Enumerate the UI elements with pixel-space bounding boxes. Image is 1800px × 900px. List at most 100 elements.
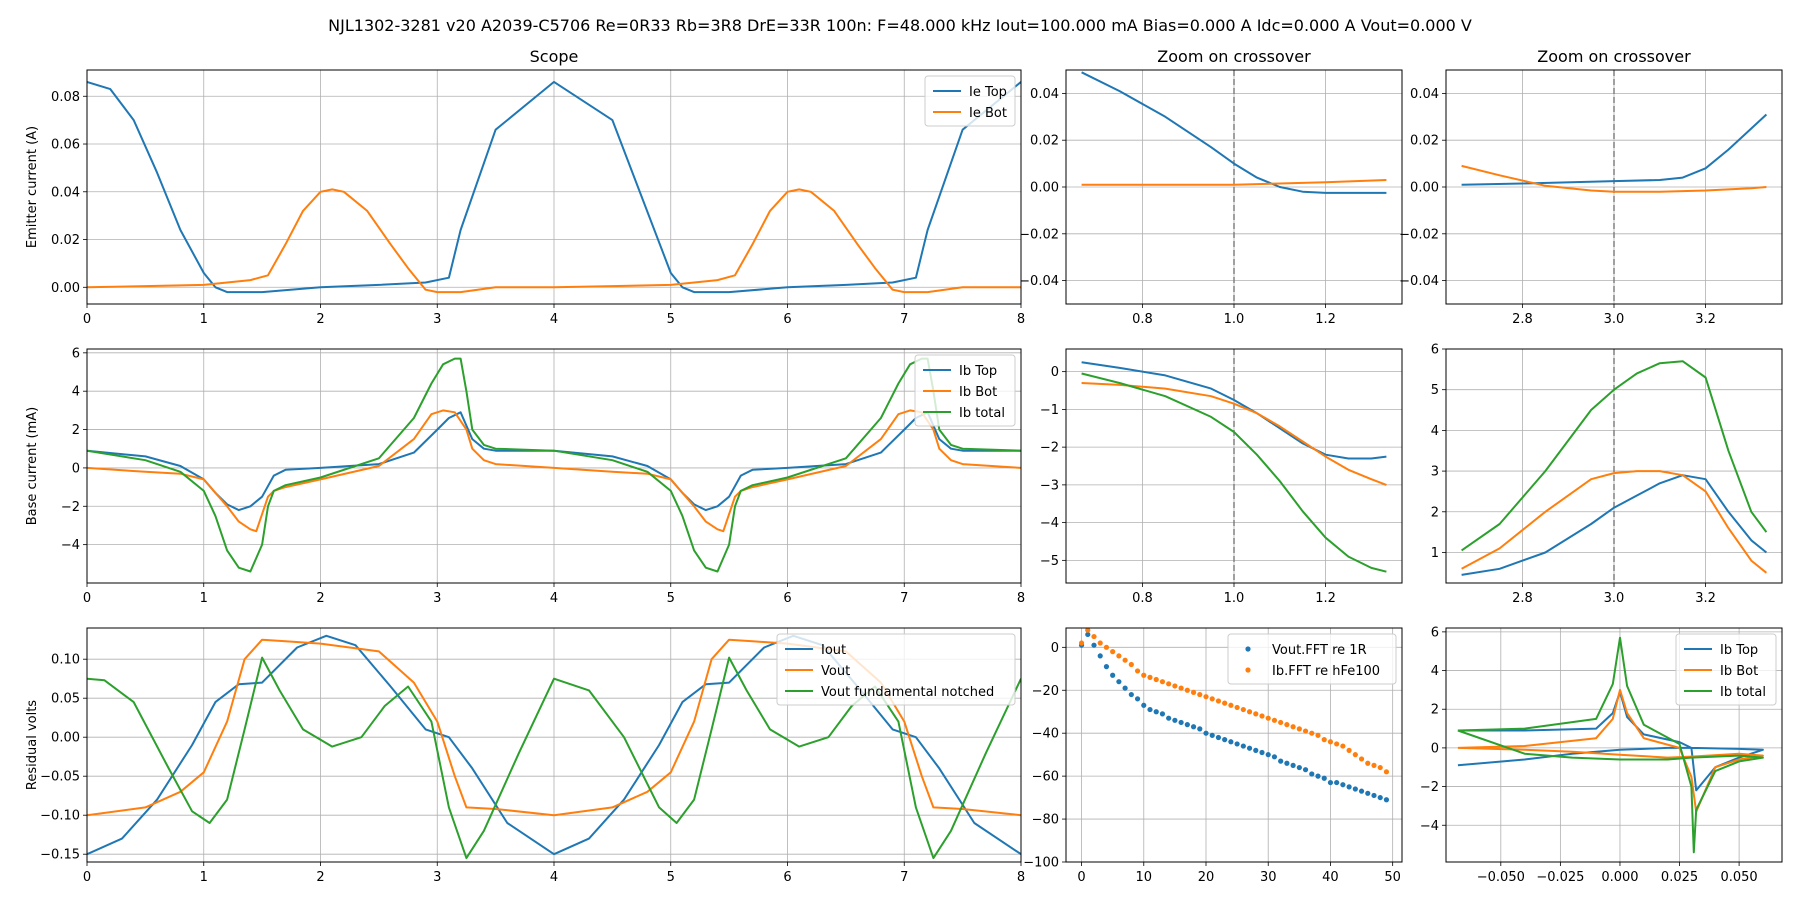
data-point	[1159, 711, 1166, 717]
x-tick-label: 3	[433, 591, 441, 606]
data-point	[1085, 631, 1091, 638]
data-point	[1346, 747, 1352, 753]
data-point	[1321, 775, 1327, 781]
axes-frame	[1445, 348, 1783, 584]
y-tick-label: 0	[1051, 641, 1059, 656]
data-point	[1334, 779, 1340, 786]
series-line-ib-total	[1457, 636, 1764, 854]
legend-label: Vout	[821, 664, 850, 679]
subplot-zoom_ib_1: 0.8 1.0 1.2 −5 −4 −3 −2 −1 0	[1040, 348, 1403, 606]
series-line-ib-total	[1081, 372, 1387, 573]
data-point	[1128, 691, 1134, 698]
plot-area	[1461, 113, 1768, 193]
series-vout-fft-re-1r	[1078, 631, 1390, 803]
legend: Vout.FFT re 1R Ib.FFT re hFe100	[1227, 633, 1397, 685]
y-tick-label: 0.00	[51, 731, 80, 746]
data-point	[1383, 797, 1390, 803]
y-tick-label: 6	[1431, 625, 1439, 640]
x-tick-label: 3.2	[1695, 591, 1716, 606]
y-tick-label: −0.15	[40, 848, 80, 863]
data-point	[1197, 691, 1203, 698]
data-point	[1278, 758, 1284, 764]
x-tick-label: 3.0	[1604, 312, 1625, 327]
y-axis-label: Residual volts	[25, 700, 40, 790]
y-tick-label: −20	[1032, 684, 1059, 699]
plot-area	[1457, 636, 1764, 854]
x-tick-label: 4	[550, 591, 558, 606]
x-tick-label: 2	[316, 591, 324, 606]
x-tick-label: 0.025	[1661, 870, 1698, 885]
data-point	[1128, 661, 1134, 668]
data-point	[1365, 760, 1371, 766]
x-tick-label: −0.025	[1536, 870, 1584, 885]
subplot-fft: 0 10 20 30 40 50 −100 −80 −60 −40 −20 0 Vout.FFT re …	[1023, 627, 1403, 885]
legend-label: Ie Top	[969, 85, 1007, 100]
x-tick-label: 4	[550, 870, 558, 885]
y-tick-label: 6	[72, 346, 80, 361]
data-point	[1215, 734, 1222, 741]
y-tick-label: −60	[1032, 770, 1059, 785]
subplot-zoom_ib_3: 2.8 3.0 3.2 1 2 3 4 5 6	[1431, 343, 1783, 606]
x-tick-label: 5	[667, 870, 675, 885]
data-point	[1271, 717, 1278, 723]
y-tick-label: −4	[1420, 819, 1439, 834]
y-tick-label: −4	[61, 538, 80, 553]
legend-box	[1675, 633, 1777, 706]
data-point	[1259, 713, 1265, 719]
data-point	[1377, 794, 1383, 801]
y-tick-label: 2	[72, 423, 80, 438]
subplot-ib_vs_iout: −0.050 −0.025 0.000 0.025 0.050 −4 −2 0 2 4 6 Ib To…	[1420, 625, 1783, 885]
y-tick-label: −1	[1040, 403, 1059, 418]
x-tick-label: 0.8	[1132, 591, 1153, 606]
series-line-ib-total	[1461, 360, 1768, 552]
data-point	[1116, 653, 1122, 659]
y-tick-label: 0	[1431, 741, 1439, 756]
x-tick-label: 1	[200, 870, 208, 885]
data-point	[1240, 706, 1246, 713]
legend-label: Ib.FFT re hFe100	[1272, 664, 1380, 679]
plot-area	[1081, 361, 1387, 573]
data-point	[1153, 676, 1159, 683]
x-tick-label: 1.2	[1315, 591, 1336, 606]
x-tick-label: 20	[1198, 870, 1215, 885]
data-point	[1222, 737, 1228, 743]
x-tick-label: 30	[1260, 870, 1277, 885]
series-line-ie-bot	[87, 188, 1021, 294]
data-point	[1296, 726, 1302, 732]
grid-lines	[1446, 70, 1782, 304]
y-tick-label: 1	[1431, 546, 1439, 561]
y-tick-label: −0.04	[1019, 274, 1059, 289]
subplot-zoom_ie_1: 0.8 1.0 1.2 −0.04 −0.02 0.00 0.02 0.04 Zoom on c…	[1019, 47, 1403, 327]
data-point	[1246, 709, 1253, 715]
data-point	[1091, 642, 1097, 648]
x-tick-label: 3	[433, 870, 441, 885]
data-point	[1352, 752, 1358, 758]
subplot-title: Scope	[530, 47, 579, 66]
y-tick-label: −0.05	[40, 770, 80, 785]
legend: Ib Top Ib Bot Ib total	[914, 354, 1016, 427]
data-point	[1240, 743, 1246, 749]
series-line-ie-top	[1461, 113, 1768, 186]
y-tick-label: 0.04	[1030, 87, 1059, 102]
data-point	[1116, 679, 1122, 685]
y-tick-label: 0.10	[51, 653, 80, 668]
data-point	[1184, 687, 1190, 693]
grid-lines	[86, 70, 1022, 304]
x-tick-label: 0.000	[1601, 870, 1638, 885]
data-point	[1358, 756, 1365, 762]
data-point	[1246, 745, 1253, 751]
data-point	[1265, 752, 1271, 758]
series-line-ie-bot	[1461, 164, 1767, 193]
data-point	[1334, 741, 1340, 747]
data-point	[1147, 706, 1153, 713]
y-tick-label: 0	[72, 461, 80, 476]
axes-frame	[86, 348, 1022, 584]
axes-frame	[86, 627, 1022, 863]
data-point	[1352, 786, 1358, 792]
subplot-residual: 0 1 2 3 4 5 6 7 8 −0.15 −0.10 −0.05 0.00 0.05 0.10 Resi…	[25, 627, 1025, 885]
x-tick-label: 3.0	[1604, 591, 1625, 606]
x-tick-label: 0.050	[1720, 870, 1757, 885]
data-point	[1122, 657, 1128, 663]
data-point	[1346, 784, 1352, 790]
